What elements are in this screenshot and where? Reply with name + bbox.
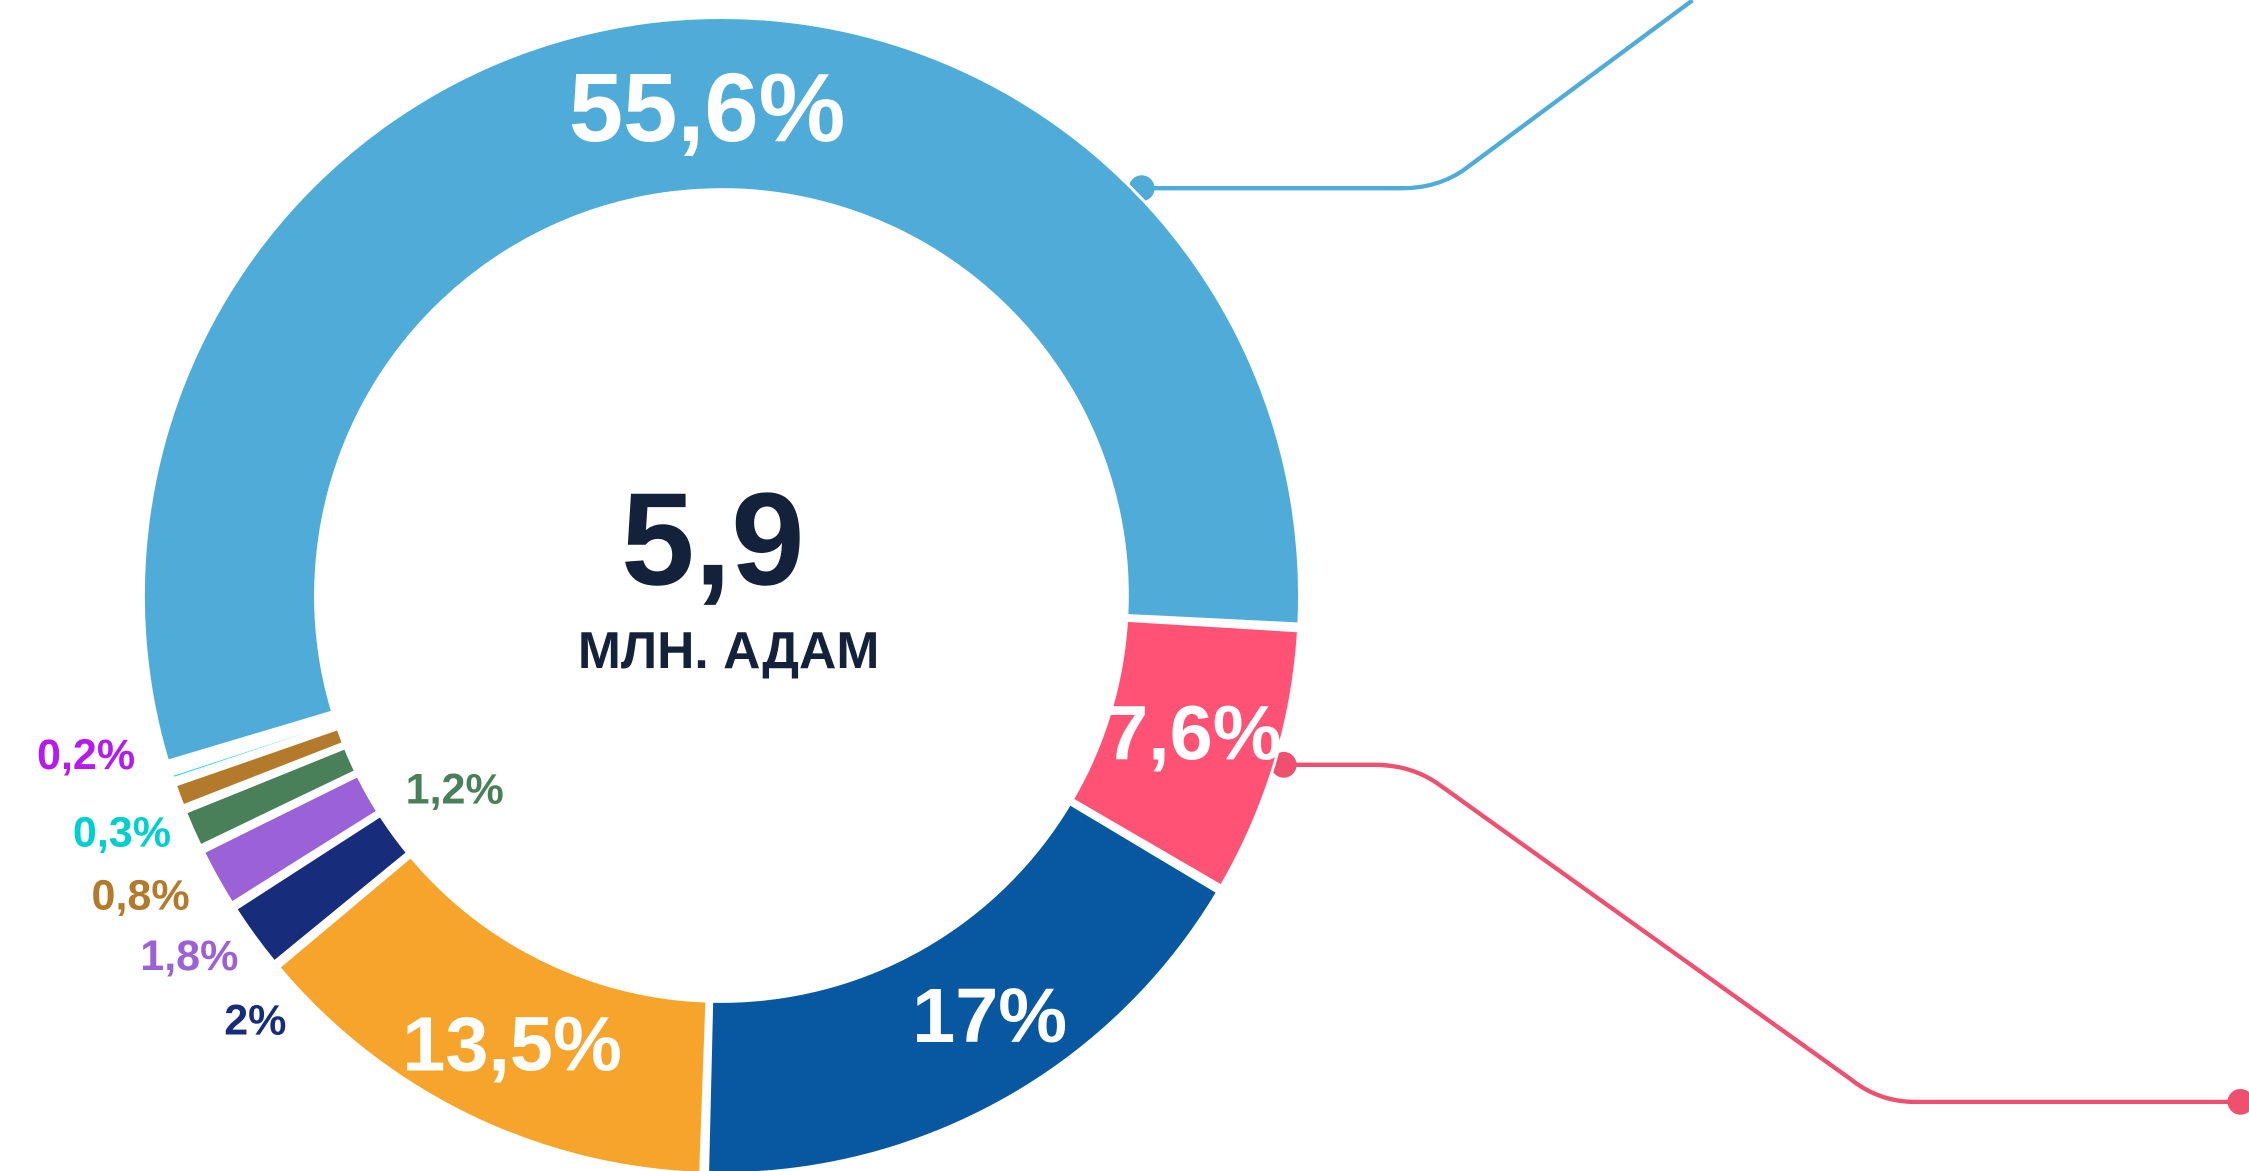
connector-dot <box>2227 1088 2249 1115</box>
value-label: 0,8% <box>92 872 190 920</box>
connector-line <box>1141 0 1694 191</box>
value-label: 17% <box>912 973 1067 1059</box>
value-label: 2% <box>224 996 286 1044</box>
donut-slice <box>173 727 345 808</box>
labels: 55,6% 7,6% 17% 13,5% 2% 1,8% 1,2% 0,8% 0,3% 0,2% <box>37 53 1282 1088</box>
value-label: 1,8% <box>140 932 238 980</box>
center-label: МЛН. АДАМ <box>578 621 879 679</box>
donut-slice <box>168 715 336 770</box>
donut-slice <box>1070 618 1300 888</box>
donut-slice <box>234 814 409 964</box>
center-value: 5,9 <box>621 466 804 613</box>
connector-line <box>1283 762 2238 1105</box>
donut-slice <box>142 16 1301 763</box>
donut-slice <box>706 802 1220 1171</box>
value-label: 1,2% <box>406 765 504 813</box>
donut-slice <box>202 774 380 905</box>
value-label: 0,3% <box>73 808 171 856</box>
donut-slice <box>184 746 357 848</box>
value-label: 7,6% <box>1105 690 1282 776</box>
value-label: 0,2% <box>37 731 135 779</box>
value-label: 55,6% <box>569 53 846 162</box>
donut-slice <box>170 720 338 780</box>
donut-slice <box>277 855 709 1171</box>
value-label: 13,5% <box>402 1002 622 1088</box>
donut <box>142 16 1301 1171</box>
